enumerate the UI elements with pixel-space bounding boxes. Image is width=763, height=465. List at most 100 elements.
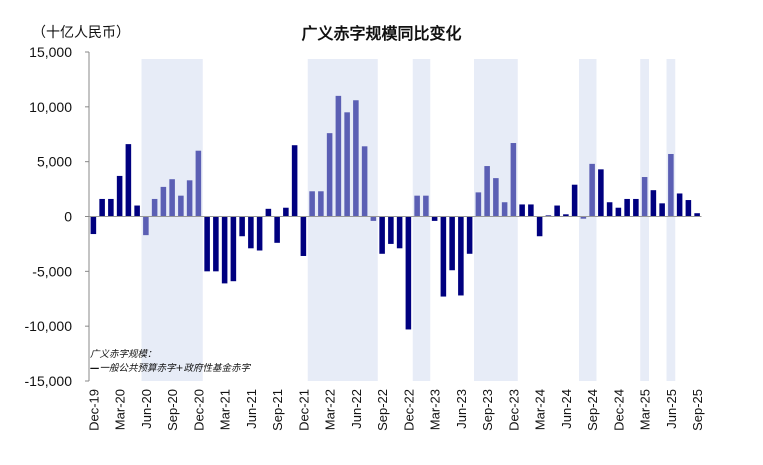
bar-Jun-20 xyxy=(143,216,149,236)
bar-Sep-24 xyxy=(589,163,595,217)
bar-Nov-24 xyxy=(606,202,613,217)
bar-Nov-21 xyxy=(291,145,298,217)
legend-entry: —一般公共预算赤字+政府性基金赤字 xyxy=(90,362,250,376)
x-tick-label-Dec-24: Dec-24 xyxy=(611,389,626,431)
x-tick-label-Jun-21: Jun-21 xyxy=(244,389,259,429)
bar-Sep-25 xyxy=(694,213,700,217)
bar-Jan-23 xyxy=(414,195,420,217)
bar-Jul-25 xyxy=(676,193,683,217)
bar-Feb-23 xyxy=(423,195,429,217)
bar-May-21 xyxy=(239,216,245,237)
x-tick-label-Dec-22: Dec-22 xyxy=(401,389,416,431)
y-tick-label-1: 10,000 xyxy=(29,99,72,115)
bar-Apr-21 xyxy=(230,216,237,282)
bar-Jun-24 xyxy=(563,214,569,217)
bar-Mar-24 xyxy=(536,216,543,237)
bar-Aug-25 xyxy=(685,200,692,217)
x-tick-label-Sep-25: Sep-25 xyxy=(690,389,705,431)
bar-Nov-23 xyxy=(501,202,508,217)
bar-Jul-22 xyxy=(361,146,368,217)
legend-swatch: — xyxy=(90,363,100,374)
x-tick-label-Jun-20: Jun-20 xyxy=(139,389,154,429)
bar-Apr-23 xyxy=(440,216,447,297)
bar-Mar-20 xyxy=(116,175,123,217)
bar-Jul-24 xyxy=(571,184,578,217)
y-tick-label-0: 15,000 xyxy=(29,44,72,60)
x-tick-label-Mar-20: Mar-20 xyxy=(113,389,128,430)
bar-Sep-20 xyxy=(169,179,175,217)
bar-Aug-23 xyxy=(475,192,482,217)
x-tick-label-Dec-19: Dec-19 xyxy=(86,389,101,431)
x-tick-label-Dec-23: Dec-23 xyxy=(506,389,521,431)
bar-Aug-22 xyxy=(370,216,377,221)
x-tick-label-Dec-20: Dec-20 xyxy=(191,389,206,431)
bar-Mar-25 xyxy=(641,177,648,217)
x-tick-label-Mar-22: Mar-22 xyxy=(323,389,338,430)
x-tick-label-Mar-21: Mar-21 xyxy=(218,389,233,430)
bar-Jul-21 xyxy=(256,216,263,251)
x-tick-label-Sep-22: Sep-22 xyxy=(375,389,390,431)
bar-May-22 xyxy=(344,112,350,217)
bar-Feb-20 xyxy=(108,198,114,217)
legend-series-label: 一般公共预算 xyxy=(99,363,157,374)
bar-Jan-21 xyxy=(204,216,210,272)
bar-Mar-22 xyxy=(326,133,333,217)
shaded-periods xyxy=(141,59,676,381)
bar-Mar-23 xyxy=(431,216,438,221)
shaded-period-6 xyxy=(640,59,649,381)
bar-Jul-20 xyxy=(151,198,158,217)
bar-Apr-24 xyxy=(545,215,552,217)
bar-Apr-22 xyxy=(335,95,342,217)
bar-May-25 xyxy=(659,203,665,217)
x-tick-label-Sep-23: Sep-23 xyxy=(480,389,495,431)
x-tick-label-Jun-22: Jun-22 xyxy=(349,389,364,429)
bar-Jun-22 xyxy=(353,100,359,217)
legend-note: 广义赤字规模： —一般公共预算赤字+政府性基金赤字 xyxy=(90,348,250,376)
bar-Aug-21 xyxy=(265,208,272,217)
bar-Feb-21 xyxy=(213,216,219,272)
bar-Jun-21 xyxy=(248,216,254,249)
legend-highlight-label: 赤字+政府性基金赤字 xyxy=(156,363,250,374)
bar-Feb-25 xyxy=(633,198,639,217)
bar-Jan-20 xyxy=(99,198,105,217)
bar-Apr-25 xyxy=(650,190,657,217)
bar-Oct-21 xyxy=(283,207,289,217)
chart-title: 广义赤字规模同比变化 xyxy=(301,24,462,43)
bar-Jan-25 xyxy=(624,198,630,217)
shaded-period-7 xyxy=(666,59,676,381)
shaded-period-3 xyxy=(412,59,431,381)
bar-Sep-22 xyxy=(379,216,385,254)
bar-Jun-25 xyxy=(668,153,674,217)
bar-Sep-21 xyxy=(274,216,280,243)
bar-May-20 xyxy=(134,205,140,217)
bar-Dec-21 xyxy=(300,216,307,256)
bar-Jan-24 xyxy=(519,204,525,217)
bar-Oct-20 xyxy=(178,195,184,217)
bar-Dec-19 xyxy=(90,216,97,235)
axes: 15,000 10,000 5,000 0 -5,000 -10,000 -15,000 De… xyxy=(25,44,706,431)
y-tick-label-2: 5,000 xyxy=(37,154,72,170)
x-tick-label-Sep-20: Sep-20 xyxy=(165,389,180,431)
shaded-period-2 xyxy=(307,59,378,381)
shaded-period-5 xyxy=(579,59,597,381)
bar-May-23 xyxy=(449,216,455,271)
bar-Jun-23 xyxy=(458,216,464,296)
bar-Aug-20 xyxy=(160,186,167,217)
x-tick-label-Mar-24: Mar-24 xyxy=(533,389,548,430)
bar-Feb-22 xyxy=(318,191,324,217)
bar-Dec-24 xyxy=(615,207,622,217)
bar-Jul-23 xyxy=(466,216,473,254)
bar-Feb-24 xyxy=(528,204,534,217)
y-tick-label-6: -15,000 xyxy=(25,373,73,389)
bar-Aug-24 xyxy=(580,216,587,219)
x-tick-label-Jun-24: Jun-24 xyxy=(559,389,574,429)
y-tick-label-3: 0 xyxy=(64,209,72,225)
x-tick-label-Jun-23: Jun-23 xyxy=(454,389,469,429)
bar-Nov-20 xyxy=(186,180,193,217)
bar-Nov-22 xyxy=(396,216,403,249)
x-tick-label-Jun-25: Jun-25 xyxy=(664,389,679,429)
x-tick-label-Mar-25: Mar-25 xyxy=(638,389,653,430)
bar-Jan-22 xyxy=(309,191,315,217)
